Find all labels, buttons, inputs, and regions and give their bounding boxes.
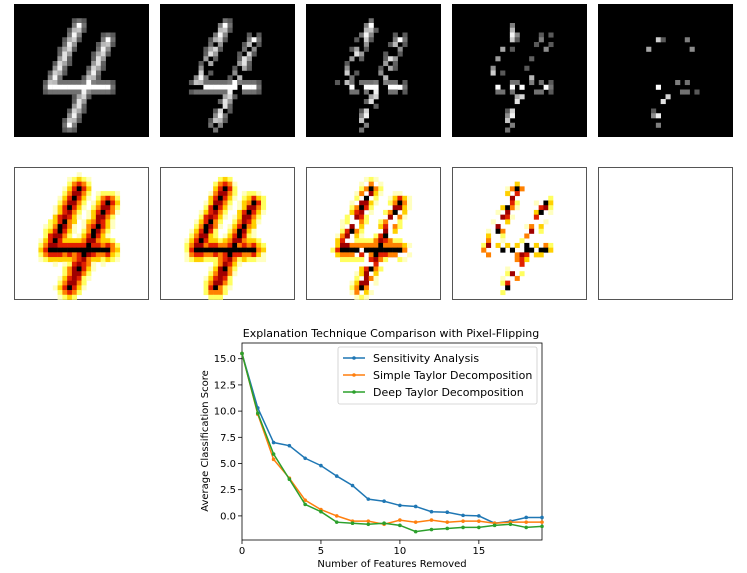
- data-point: [445, 526, 450, 531]
- relevance-heatmap: [452, 167, 587, 300]
- y-axis-label: Average Classification Score: [200, 370, 211, 512]
- data-point: [334, 514, 339, 518]
- data-point: [319, 509, 323, 514]
- legend-label: Deep Taylor Decomposition: [373, 386, 524, 399]
- relevance-heatmap: [598, 167, 733, 300]
- data-point: [255, 411, 260, 416]
- heatmap-image-step-3: [452, 167, 587, 300]
- data-point: [413, 529, 418, 534]
- series-line: [241, 353, 542, 525]
- legend-marker: [352, 390, 356, 394]
- chart-title: Explanation Technique Comparison with Pi…: [243, 327, 539, 340]
- data-point: [540, 524, 544, 529]
- heatmap-image-step-0: [14, 167, 149, 300]
- heatmap-image-step-2: [306, 167, 441, 300]
- x-axis: 0 5 10 15: [239, 540, 485, 557]
- legend: Sensitivity Analysis Simple Taylor Decomp…: [337, 346, 538, 405]
- x-tick-label: 0: [239, 546, 245, 557]
- data-point: [524, 525, 529, 530]
- legend-label: Simple Taylor Decomposition: [373, 369, 532, 382]
- data-point: [445, 510, 450, 515]
- data-point: [429, 527, 434, 532]
- data-point: [461, 519, 465, 523]
- legend-label: Sensitivity Analysis: [373, 352, 479, 365]
- data-point: [524, 515, 529, 520]
- y-tick-label: 2.5: [220, 485, 236, 496]
- digit-four-image: [160, 4, 295, 137]
- digit-four-image: [598, 4, 733, 137]
- data-point: [429, 509, 434, 514]
- data-point: [508, 522, 513, 527]
- relevance-heatmap: [160, 167, 295, 300]
- x-tick-label: 15: [472, 546, 485, 557]
- digit-four-image: [452, 4, 587, 137]
- plot-area: [241, 342, 543, 541]
- data-point: [461, 525, 465, 530]
- data-point: [445, 520, 450, 524]
- data-point: [350, 521, 355, 526]
- data-point: [477, 514, 481, 518]
- y-tick-label: 5.0: [220, 459, 236, 470]
- data-point: [240, 351, 244, 356]
- y-tick-label: 15.0: [214, 354, 236, 365]
- y-tick-label: 0.0: [220, 511, 236, 522]
- input-image-step-4: [598, 4, 733, 137]
- data-point: [271, 452, 276, 456]
- x-tick-label: 5: [318, 546, 324, 557]
- data-point: [366, 497, 371, 501]
- legend-box: [337, 346, 538, 405]
- data-point: [382, 499, 386, 504]
- data-point: [413, 504, 418, 509]
- data-point: [413, 520, 418, 524]
- data-point: [303, 502, 307, 507]
- y-tick-label: 10.0: [214, 407, 236, 418]
- digit-four-image: [306, 4, 441, 137]
- data-point: [382, 521, 386, 526]
- x-tick-label: 10: [394, 546, 407, 557]
- y-tick-label: 7.5: [220, 433, 236, 444]
- y-tick-label: 12.5: [214, 380, 236, 391]
- legend-marker: [352, 373, 356, 377]
- data-point: [398, 503, 402, 508]
- data-point: [492, 523, 497, 528]
- x-axis-label: Number of Features Removed: [317, 559, 466, 570]
- data-point: [477, 525, 481, 530]
- data-point: [334, 520, 339, 524]
- input-image-step-3: [452, 4, 587, 137]
- heatmap-image-step-1: [160, 167, 295, 300]
- data-point: [271, 457, 276, 462]
- input-image-step-2: [306, 4, 441, 137]
- data-point: [540, 515, 544, 520]
- data-point: [350, 483, 355, 488]
- data-point: [477, 519, 481, 523]
- input-image-step-0: [14, 4, 149, 137]
- data-point: [303, 498, 307, 502]
- relevance-heatmap: [14, 167, 149, 300]
- y-axis: 0.0 2.5 5.0 7.5 10.0 12.5 15.0: [214, 354, 242, 522]
- data-point: [429, 518, 434, 522]
- data-point: [366, 519, 371, 523]
- data-point: [334, 474, 339, 478]
- relevance-heatmap: [306, 167, 441, 300]
- series-line: [241, 353, 542, 526]
- input-image-step-1: [160, 4, 295, 137]
- data-point: [540, 520, 544, 524]
- series-lines: [240, 351, 544, 534]
- data-point: [319, 463, 323, 468]
- data-point: [271, 440, 276, 445]
- heatmap-image-step-4: [598, 167, 733, 300]
- digit-four-image: [14, 4, 149, 137]
- data-point: [524, 520, 529, 524]
- data-point: [398, 518, 402, 522]
- data-point: [287, 477, 292, 482]
- data-point: [303, 456, 307, 461]
- data-point: [398, 523, 402, 528]
- data-point: [461, 513, 465, 518]
- data-point: [366, 522, 371, 527]
- series-line: [241, 353, 543, 533]
- legend-marker: [352, 356, 356, 360]
- data-point: [287, 443, 292, 448]
